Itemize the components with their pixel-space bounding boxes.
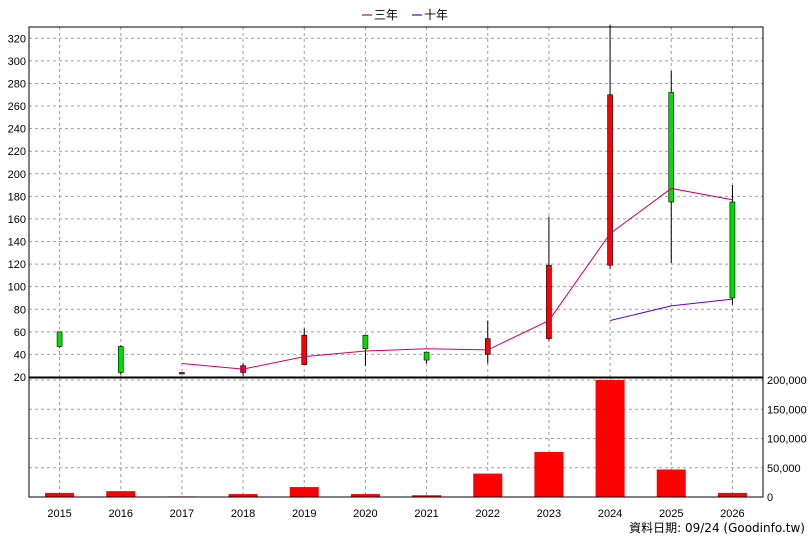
series-line-1 — [609, 298, 733, 322]
volume-bar-2020 — [350, 494, 380, 497]
x-tick-label: 2025 — [659, 508, 683, 520]
volume-bar-2023 — [534, 451, 564, 497]
candle-body — [484, 338, 491, 355]
candle-2022 — [484, 320, 491, 364]
candle-body — [607, 94, 613, 266]
volume-bar-2018 — [228, 494, 258, 497]
price-tick-label: 220 — [8, 146, 26, 158]
price-panel-frame — [28, 26, 764, 378]
legend-label-0: 三年 — [374, 8, 398, 22]
x-tick-label: 2016 — [109, 508, 133, 520]
price-tick-label: 100 — [8, 282, 26, 294]
price-tick-label: 120 — [8, 259, 26, 271]
candle-2016 — [117, 345, 124, 375]
volume-panel-frame — [28, 377, 764, 498]
candle-body — [668, 92, 675, 203]
candle-body — [301, 334, 308, 365]
candle-body — [56, 331, 63, 347]
volume-tick-label: 100,000 — [767, 434, 807, 446]
volume-bar-2025 — [656, 469, 686, 497]
price-tick-label: 260 — [8, 101, 26, 113]
x-tick-label: 2018 — [231, 508, 255, 520]
volume-tick-label: 0 — [767, 492, 773, 504]
x-tick-label: 2024 — [598, 508, 622, 520]
volume-axis-ticks: 0 50,000 100,000 150,000 200,000 — [767, 375, 807, 504]
price-tick-label: 300 — [8, 56, 26, 68]
volume-bar-2019 — [289, 487, 319, 497]
volume-bar-2026 — [717, 492, 747, 497]
candle-body — [729, 201, 736, 299]
candle-2020 — [362, 334, 369, 366]
volume-bar-2024 — [595, 380, 625, 497]
volume-bar-2015 — [45, 492, 75, 497]
x-tick-label: 2023 — [537, 508, 561, 520]
candle-body — [546, 264, 552, 339]
volume-bar-2016 — [106, 491, 136, 497]
x-tick-label: 2017 — [170, 508, 194, 520]
candle-2023 — [546, 216, 552, 341]
x-tick-label: 2026 — [720, 508, 744, 520]
volume-tick-label: 50,000 — [767, 463, 801, 475]
x-tick-label: 2015 — [47, 508, 71, 520]
candle-body — [362, 334, 369, 350]
price-tick-label: 240 — [8, 124, 26, 136]
volume-bar-2021 — [412, 495, 442, 497]
price-tick-label: 40 — [14, 349, 26, 361]
footer-date: 資料日期: 09/24 (Goodinfo.tw) — [629, 521, 805, 535]
price-tick-label: 140 — [8, 237, 26, 249]
x-tick-label: 2020 — [353, 508, 377, 520]
legend: 三年 十年 — [362, 8, 448, 22]
series-line-0 — [181, 187, 733, 370]
volume-bars — [45, 380, 747, 498]
price-tick-label: 20 — [14, 372, 26, 384]
x-tick-label: 2019 — [292, 508, 316, 520]
x-axis-ticks: 2015 2016 2017 2018 2019 2020 2021 2022 2023 2024… — [47, 508, 744, 520]
volume-grid — [29, 378, 763, 497]
candle-body — [179, 372, 185, 375]
price-tick-label: 80 — [14, 304, 26, 316]
candle-2021 — [423, 351, 430, 364]
price-tick-label: 200 — [8, 169, 26, 181]
candle-2015 — [56, 331, 63, 348]
candle-2018 — [240, 363, 246, 376]
legend-label-1: 十年 — [424, 8, 448, 22]
price-tick-label: 160 — [8, 214, 26, 226]
candle-2024 — [607, 24, 613, 269]
candlesticks — [56, 24, 736, 376]
x-tick-label: 2021 — [414, 508, 438, 520]
volume-tick-label: 150,000 — [767, 404, 807, 416]
candle-body — [423, 351, 430, 361]
price-tick-label: 280 — [8, 78, 26, 90]
price-axis-ticks: 20 40 60 80 100 120 140 160 180 200 220 240 260 280 30… — [8, 33, 26, 384]
x-tick-label: 2022 — [476, 508, 500, 520]
price-tick-label: 180 — [8, 191, 26, 203]
volume-bar-2022 — [473, 473, 503, 497]
candle-2019 — [301, 328, 308, 365]
price-tick-label: 60 — [14, 327, 26, 339]
candle-2026 — [729, 185, 736, 305]
moving-average-lines — [181, 187, 733, 370]
candle-body — [117, 346, 124, 373]
price-tick-label: 320 — [8, 33, 26, 45]
candle-2025 — [668, 71, 675, 263]
candle-2017 — [179, 372, 185, 375]
volume-tick-label: 200,000 — [767, 375, 807, 387]
